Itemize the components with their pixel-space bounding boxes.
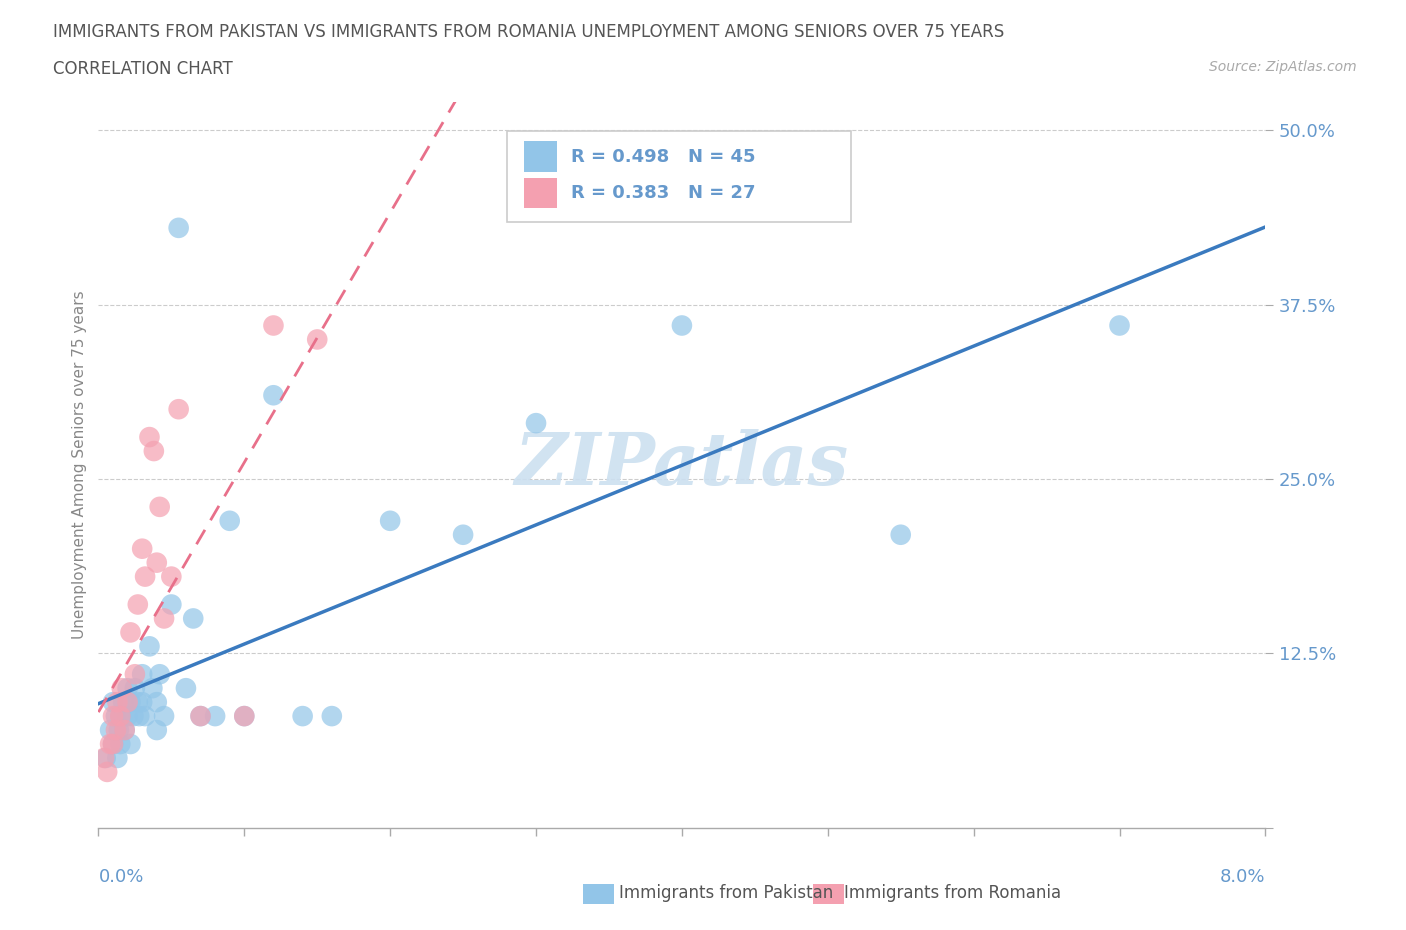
Text: R = 0.383   N = 27: R = 0.383 N = 27 — [571, 184, 755, 202]
Point — [451, 527, 474, 542]
Point — [101, 695, 124, 710]
Point — [101, 737, 124, 751]
Point — [167, 402, 190, 417]
Point — [262, 318, 284, 333]
Point — [160, 597, 183, 612]
Point — [181, 611, 204, 626]
Point — [128, 709, 150, 724]
Point — [153, 709, 176, 724]
Text: IMMIGRANTS FROM PAKISTAN VS IMMIGRANTS FROM ROMANIA UNEMPLOYMENT AMONG SENIORS O: IMMIGRANTS FROM PAKISTAN VS IMMIGRANTS F… — [53, 23, 1005, 41]
Point — [321, 709, 343, 724]
Point — [233, 709, 256, 724]
Point — [233, 709, 256, 724]
Point — [134, 569, 156, 584]
Point — [127, 597, 149, 612]
Point — [146, 695, 169, 710]
FancyBboxPatch shape — [524, 178, 557, 208]
Point — [105, 751, 128, 765]
Text: Immigrants from Romania: Immigrants from Romania — [844, 884, 1060, 902]
Text: Immigrants from Pakistan: Immigrants from Pakistan — [619, 884, 832, 902]
Text: 0.0%: 0.0% — [98, 868, 143, 885]
Point — [120, 625, 142, 640]
Point — [124, 681, 146, 696]
Text: 8.0%: 8.0% — [1220, 868, 1265, 885]
Point — [141, 681, 163, 696]
Text: ZIPatlas: ZIPatlas — [515, 430, 849, 500]
Point — [149, 667, 172, 682]
Point — [142, 444, 165, 458]
Point — [134, 709, 156, 724]
Point — [153, 611, 176, 626]
Point — [524, 416, 547, 431]
Point — [98, 737, 121, 751]
Point — [122, 709, 145, 724]
Point — [149, 499, 172, 514]
Point — [94, 751, 117, 765]
Point — [110, 709, 132, 724]
Point — [131, 667, 153, 682]
Point — [671, 318, 693, 333]
Y-axis label: Unemployment Among Seniors over 75 years: Unemployment Among Seniors over 75 years — [72, 291, 87, 639]
Point — [96, 764, 118, 779]
Point — [98, 723, 121, 737]
Point — [218, 513, 240, 528]
FancyBboxPatch shape — [524, 141, 557, 172]
Point — [167, 220, 190, 235]
Point — [1108, 318, 1130, 333]
Point — [138, 639, 160, 654]
Point — [131, 541, 153, 556]
Point — [138, 430, 160, 445]
Point — [262, 388, 284, 403]
Point — [104, 709, 127, 724]
Point — [146, 723, 169, 737]
Point — [101, 709, 124, 724]
Point — [108, 723, 131, 737]
Point — [380, 513, 402, 528]
Point — [110, 709, 132, 724]
Point — [111, 681, 134, 696]
Point — [291, 709, 314, 724]
Point — [127, 695, 149, 710]
Point — [174, 681, 197, 696]
Point — [93, 751, 115, 765]
Point — [114, 723, 136, 737]
Point — [204, 709, 226, 724]
Point — [890, 527, 912, 542]
Point — [117, 695, 139, 710]
Text: CORRELATION CHART: CORRELATION CHART — [53, 60, 233, 78]
Point — [131, 695, 153, 710]
Point — [190, 709, 212, 724]
Point — [112, 695, 135, 710]
Point — [146, 555, 169, 570]
Point — [117, 709, 139, 724]
Point — [114, 723, 136, 737]
Point — [190, 709, 212, 724]
Point — [120, 737, 142, 751]
Point — [104, 723, 127, 737]
Point — [307, 332, 329, 347]
Point — [160, 569, 183, 584]
Point — [105, 695, 128, 710]
Text: R = 0.498   N = 45: R = 0.498 N = 45 — [571, 148, 755, 166]
Point — [117, 681, 139, 696]
Text: Source: ZipAtlas.com: Source: ZipAtlas.com — [1209, 60, 1357, 74]
Point — [124, 667, 146, 682]
Point — [101, 737, 124, 751]
Point — [110, 737, 132, 751]
FancyBboxPatch shape — [508, 131, 851, 222]
Point — [120, 695, 142, 710]
